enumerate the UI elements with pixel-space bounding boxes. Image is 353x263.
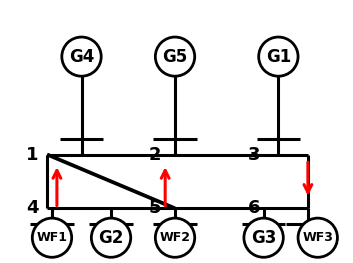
Circle shape [62,37,101,76]
Circle shape [155,37,195,76]
Text: G5: G5 [162,48,188,65]
Text: WF2: WF2 [160,231,191,244]
Text: G4: G4 [69,48,94,65]
Text: 6: 6 [247,199,260,217]
Text: 1: 1 [26,145,38,164]
Circle shape [298,218,337,257]
Text: 2: 2 [149,145,162,164]
Circle shape [32,218,72,257]
Circle shape [244,218,283,257]
Text: 3: 3 [247,145,260,164]
Text: G3: G3 [251,229,276,247]
Text: G1: G1 [266,48,291,65]
Text: WF3: WF3 [302,231,333,244]
Text: 4: 4 [26,199,38,217]
Circle shape [155,218,195,257]
Text: 5: 5 [149,199,162,217]
Circle shape [91,218,131,257]
Text: G2: G2 [98,229,124,247]
Circle shape [259,37,298,76]
Text: WF1: WF1 [36,231,67,244]
